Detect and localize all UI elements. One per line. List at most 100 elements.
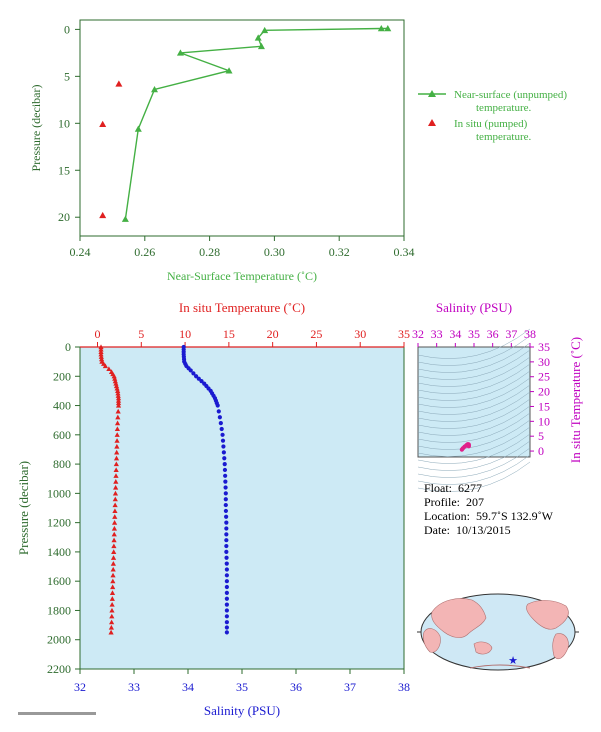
salinity-point	[220, 438, 226, 443]
in-situ-point	[99, 211, 107, 219]
x-tick-label: 0.32	[329, 245, 350, 259]
temperature-point	[109, 602, 115, 607]
density-contour	[417, 363, 531, 394]
y-tick-label: 5	[64, 69, 70, 83]
temperature-point	[113, 461, 119, 467]
density-contour	[417, 391, 531, 422]
salinity-point	[224, 526, 229, 531]
near-surface-chart: 0.24 0.26 0.28 0.30 0.32 0.34 0 5 10 15 20 Near-S…	[29, 19, 570, 283]
temperature-point	[115, 395, 122, 401]
temperature-point	[113, 383, 120, 389]
profile-salinity-label: Salinity (PSU)	[204, 703, 280, 718]
salinity-point	[223, 502, 228, 508]
temperature-point	[111, 549, 117, 554]
ts-top-tick-label: 34	[449, 327, 461, 341]
temperature-point	[109, 596, 115, 601]
salinity-point	[188, 368, 193, 373]
bottom-tick-label: 33	[128, 680, 140, 694]
ts-right-tick-label: 5	[538, 429, 544, 443]
temperature-point	[111, 531, 117, 537]
temperature-point	[109, 619, 115, 625]
bottom-tick-label: 32	[74, 680, 86, 694]
near-surface-point	[225, 67, 233, 74]
temperature-point	[99, 356, 105, 362]
legend-text-in-situ: In situ (pumped) temperature.	[454, 118, 532, 143]
temperature-point	[113, 467, 119, 473]
y-tick-label: 10	[58, 116, 70, 130]
ts-salinity-ticks: 32 33 34 35 36 37 38	[412, 327, 536, 347]
world-map: ★	[417, 593, 579, 671]
top-tick-label: 5	[138, 327, 144, 341]
ts-top-tick-label: 35	[468, 327, 480, 341]
salinity-point	[221, 444, 226, 449]
salinity-point	[223, 473, 228, 478]
temperature-point	[110, 578, 116, 584]
density-contour	[417, 356, 531, 387]
near-surface-plot-area	[79, 19, 405, 237]
temperature-point	[115, 393, 121, 398]
ts-right-tick-label: 10	[538, 414, 550, 428]
ts-right-tick-label: 35	[538, 340, 550, 354]
salinity-point	[224, 608, 229, 613]
temperature-point	[114, 426, 120, 432]
x-tick-label: 0.24	[70, 245, 91, 259]
temperature-point	[113, 455, 120, 461]
density-contour	[417, 433, 531, 464]
density-contour	[417, 349, 531, 380]
near-surface-point	[254, 34, 262, 41]
ts-top-tick-label: 38	[524, 327, 536, 341]
temperature-point	[113, 380, 119, 386]
temperature-point	[111, 537, 117, 543]
legend-text-near-surface: Near-surface (unpumped) temperature.	[454, 89, 570, 114]
x-tick-label: 0.30	[264, 245, 285, 259]
in-situ-point	[115, 80, 123, 87]
footer-stamp	[18, 712, 96, 715]
temperature-profile-series	[98, 344, 122, 635]
ts-right-tick-label: 0	[538, 444, 544, 458]
ts-right-tick-label: 20	[538, 385, 550, 399]
temperature-point	[114, 449, 120, 455]
temperature-point	[115, 400, 122, 406]
temperature-point	[110, 561, 116, 566]
temperature-point	[113, 484, 119, 490]
temperature-point	[108, 624, 114, 630]
ts-right-tick-label: 30	[538, 355, 550, 369]
salinity-point	[222, 461, 227, 467]
temperature-point	[110, 584, 116, 590]
salinity-point	[224, 567, 229, 572]
density-contour	[417, 419, 531, 450]
salinity-point	[223, 485, 228, 490]
profile-pressure-ticks: 0 200 400 600 800 1000 1200 1400 1600 1800 2000 220…	[47, 340, 80, 676]
profile-pressure-label: Pressure (decibar)	[16, 461, 31, 555]
bottom-tick-label: 38	[398, 680, 410, 694]
density-contour	[417, 398, 531, 429]
legend-marker-near-surface	[428, 90, 436, 97]
top-tick-label: 15	[223, 327, 235, 341]
salinity-point	[224, 555, 229, 560]
map-land-australia	[473, 641, 493, 655]
temperature-point	[110, 555, 117, 560]
salinity-point	[224, 514, 229, 519]
salinity-point	[216, 409, 221, 414]
density-contour	[417, 342, 531, 373]
temperature-point	[98, 349, 104, 354]
near-surface-point	[134, 125, 142, 132]
density-contour	[417, 412, 531, 443]
temperature-point	[114, 420, 121, 426]
y-tick-label: 0	[65, 340, 71, 354]
ts-density-contours	[417, 328, 531, 492]
temperature-point	[112, 376, 118, 381]
temperature-point	[112, 496, 118, 502]
ts-top-tick-label: 32	[412, 327, 424, 341]
top-tick-label: 25	[310, 327, 322, 341]
temperature-point	[98, 354, 104, 359]
salinity-point	[196, 376, 201, 381]
temperature-point	[98, 344, 104, 350]
map-float-location-star-icon: ★	[508, 655, 518, 667]
temperature-point	[112, 490, 119, 496]
salinity-point	[224, 630, 229, 635]
temperature-point	[111, 525, 118, 531]
temperature-point	[114, 385, 120, 391]
float-info-date: Date: 10/13/2015	[424, 523, 511, 537]
